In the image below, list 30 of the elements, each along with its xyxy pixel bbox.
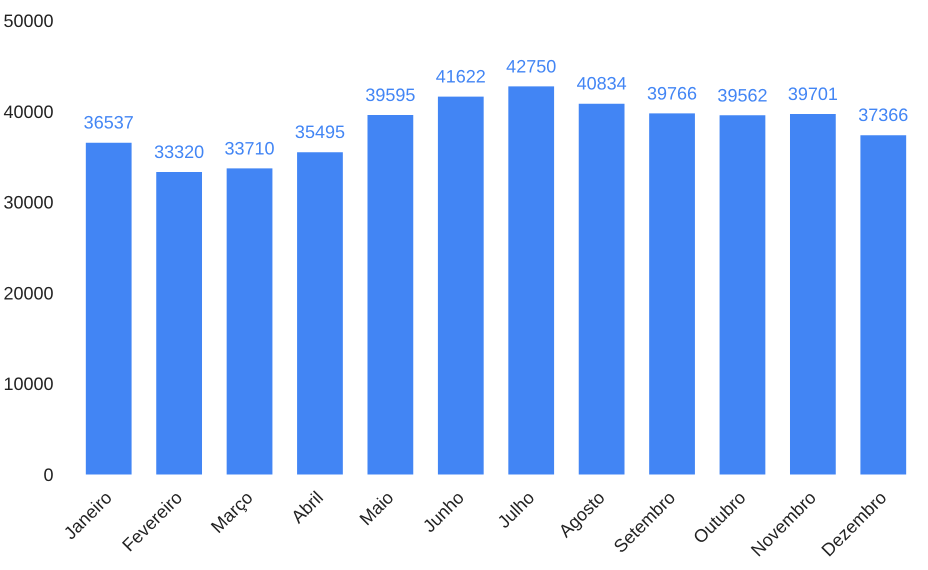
data-label: 42750 xyxy=(506,56,556,76)
data-label: 40834 xyxy=(576,74,627,94)
bar xyxy=(156,172,202,474)
data-label: 39562 xyxy=(717,85,768,106)
y-tick-label: 0 xyxy=(43,465,54,485)
bar xyxy=(367,114,414,474)
y-tick-label: 50000 xyxy=(3,11,54,31)
bar xyxy=(578,104,625,474)
bar xyxy=(438,96,484,474)
bar xyxy=(297,152,343,474)
bar xyxy=(508,86,554,474)
data-label: 39766 xyxy=(647,83,698,104)
data-label: 41622 xyxy=(436,66,486,87)
bar xyxy=(649,113,695,474)
bar xyxy=(86,142,132,474)
data-label: 39701 xyxy=(788,84,838,104)
data-label: 36537 xyxy=(84,112,134,133)
y-tick-label: 20000 xyxy=(3,283,54,304)
data-label: 37366 xyxy=(858,105,908,126)
data-label: 33320 xyxy=(154,142,204,162)
data-label: 39595 xyxy=(365,84,416,105)
bar xyxy=(720,115,766,474)
bar xyxy=(226,168,272,474)
y-tick-label: 30000 xyxy=(3,192,54,213)
y-tick-label: 10000 xyxy=(3,374,54,394)
bar xyxy=(790,114,836,474)
bar xyxy=(860,135,906,474)
y-tick-label: 40000 xyxy=(3,102,54,122)
data-label: 33710 xyxy=(224,138,275,158)
data-label: 35495 xyxy=(294,122,345,142)
